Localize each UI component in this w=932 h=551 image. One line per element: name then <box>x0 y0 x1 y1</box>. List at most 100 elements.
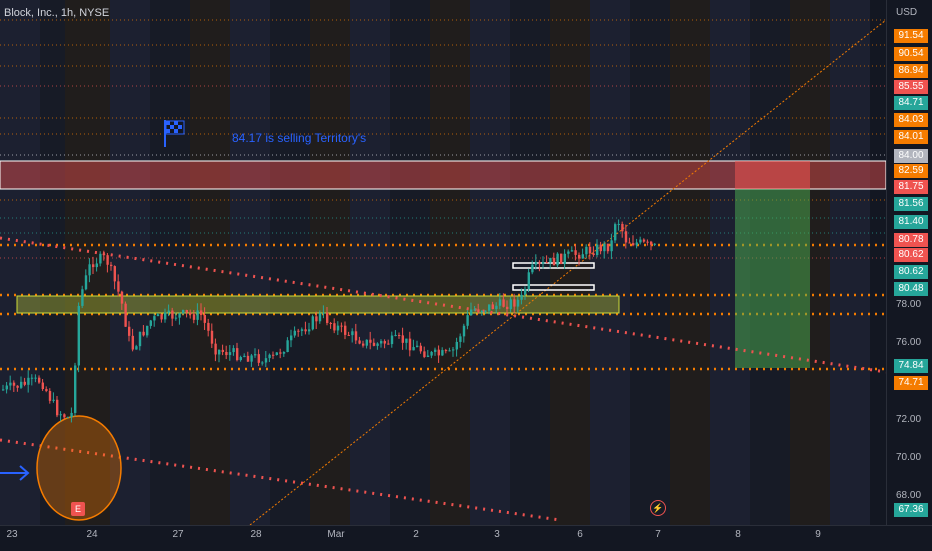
candle-body <box>542 262 545 264</box>
candle-body <box>333 323 336 331</box>
price-tick: 68.00 <box>896 490 922 501</box>
candle-body <box>606 243 610 252</box>
candle-body <box>113 266 116 282</box>
candle-body <box>527 272 530 290</box>
candle-body <box>110 264 113 267</box>
candle-body <box>491 304 494 310</box>
candle-body <box>398 334 401 336</box>
time-tick: 2 <box>413 529 419 540</box>
price-axis[interactable] <box>886 0 932 525</box>
candle-body <box>95 263 98 268</box>
candle-body <box>322 312 325 314</box>
stop-loss-zone <box>735 161 810 189</box>
candle-body <box>488 304 491 311</box>
price-tick: 76.00 <box>896 337 922 348</box>
candle-body <box>246 355 250 362</box>
candle-body <box>315 316 318 322</box>
candle-body <box>336 325 340 331</box>
price-tag: 74.71 <box>894 376 928 390</box>
candle-body <box>452 349 455 351</box>
candle-body <box>207 322 210 331</box>
time-axis[interactable] <box>0 525 932 551</box>
candle-body <box>430 351 433 356</box>
candle-body <box>563 253 566 264</box>
price-tag: 85.55 <box>894 80 928 94</box>
time-tick: 9 <box>815 529 821 540</box>
candle-body <box>214 343 217 355</box>
candle-body <box>552 257 556 266</box>
candle-body <box>621 223 624 232</box>
candle-body <box>635 242 638 246</box>
candle-body <box>444 350 448 352</box>
candle-body <box>5 385 8 390</box>
candle-body <box>268 354 271 359</box>
take-profit-zone <box>735 189 810 368</box>
session-band <box>65 0 110 525</box>
currency-label[interactable]: USD <box>896 7 918 18</box>
candle-body <box>185 309 188 313</box>
candle-body <box>124 303 127 327</box>
candle-body <box>588 246 592 254</box>
candle-body <box>538 262 541 264</box>
candle-body <box>282 352 286 354</box>
session-band <box>110 0 150 525</box>
support-zone <box>16 295 620 314</box>
candle-body <box>599 244 602 252</box>
candle-body <box>63 414 66 418</box>
candle-body <box>146 325 149 336</box>
candle-body <box>34 377 37 379</box>
candle-body <box>210 330 214 344</box>
candle-body <box>585 246 588 255</box>
candle-body <box>102 253 106 256</box>
session-band <box>670 0 710 525</box>
candle-body <box>236 348 239 361</box>
candle-body <box>387 343 390 345</box>
candle-body <box>416 345 419 348</box>
candle-body <box>473 309 476 311</box>
candle-body <box>232 348 235 353</box>
candle-body <box>153 316 156 321</box>
candle-body <box>578 254 581 259</box>
candle-body <box>628 242 631 244</box>
candle-body <box>434 349 437 352</box>
candle-body <box>574 250 577 255</box>
candle-body <box>135 346 138 350</box>
candle-body <box>614 224 617 241</box>
candle-body <box>12 382 16 386</box>
candle-body <box>178 313 181 318</box>
candle-body <box>509 299 512 310</box>
dividend-icon[interactable]: ⚡ <box>650 500 666 516</box>
time-tick: Mar <box>327 529 345 540</box>
price-chart[interactable] <box>0 0 886 525</box>
price-tag: 84.03 <box>894 113 928 127</box>
candle-body <box>448 350 451 352</box>
candle-body <box>513 299 516 307</box>
earnings-marker[interactable]: E <box>71 502 85 516</box>
price-tag: 90.54 <box>894 47 928 61</box>
price-tag: 81.56 <box>894 197 928 211</box>
candle-body <box>401 335 404 343</box>
candle-body <box>617 223 620 225</box>
price-tag: 80.62 <box>894 248 928 262</box>
candle-body <box>171 310 174 319</box>
candle-body <box>192 314 196 320</box>
session-band <box>190 0 230 525</box>
annotation-text[interactable]: 84.17 is selling Territory's <box>232 131 367 145</box>
candle-body <box>653 243 656 245</box>
candle-body <box>106 255 109 265</box>
candle-body <box>592 253 595 256</box>
candle-body <box>45 389 48 391</box>
candle-body <box>354 331 358 341</box>
price-tag: 81.75 <box>894 180 928 194</box>
time-tick: 3 <box>494 529 500 540</box>
candle-body <box>52 399 55 401</box>
candle-body <box>275 352 278 356</box>
candle-body <box>498 299 502 306</box>
price-tag: 86.94 <box>894 64 928 78</box>
time-tick: 6 <box>577 529 583 540</box>
price-tag: 80.78 <box>894 233 928 247</box>
candle-body <box>531 264 534 273</box>
highlight-circle <box>36 415 122 521</box>
symbol-title[interactable]: Block, Inc., 1h, NYSE <box>4 7 110 19</box>
candle-body <box>650 241 653 245</box>
